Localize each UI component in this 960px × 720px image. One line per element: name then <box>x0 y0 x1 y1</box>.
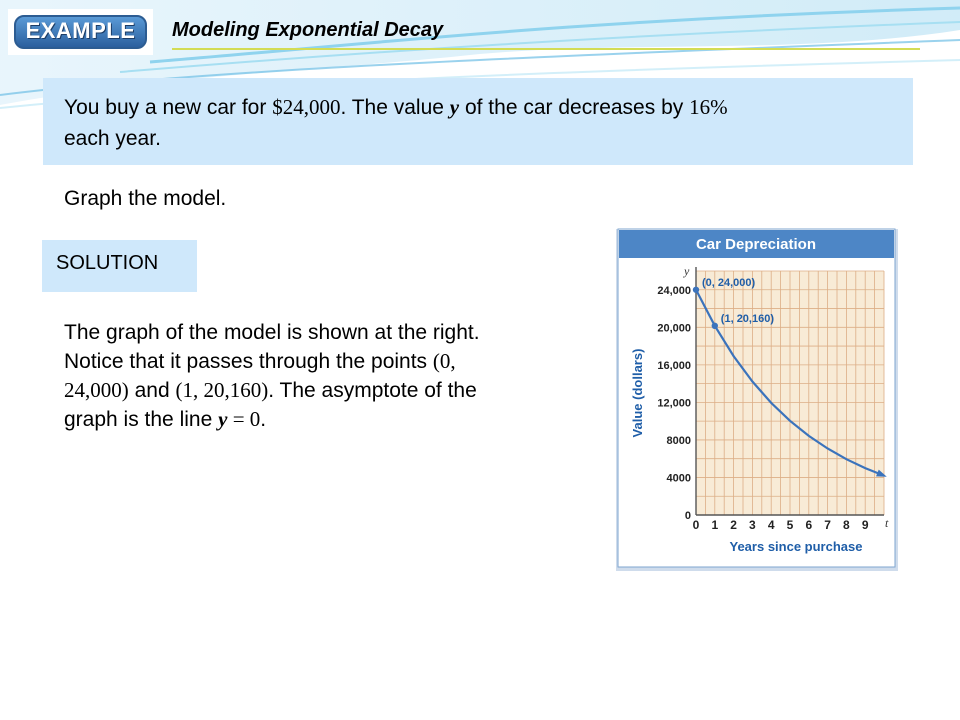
y-tick-labels: 0 4000 8000 12,000 16,000 20,000 24,000 <box>657 285 691 522</box>
problem-text-3: of the car decreases by <box>459 96 690 119</box>
problem-statement: You buy a new car for $24,000. The value… <box>43 78 913 165</box>
x-axis-variable: t <box>885 516 889 530</box>
y-tick-label: 12,000 <box>657 397 691 409</box>
problem-rate: 16% <box>689 95 728 119</box>
y-tick-label: 4000 <box>667 472 691 484</box>
solution-label: SOLUTION <box>42 240 197 292</box>
x-tick-label: 4 <box>768 518 775 532</box>
problem-text-4: each year. <box>64 127 161 150</box>
explanation-text-1: The graph of the model is shown at the r… <box>64 321 480 373</box>
x-tick-label: 8 <box>843 518 850 532</box>
y-tick-label: 24,000 <box>657 285 691 297</box>
x-tick-label: 3 <box>749 518 756 532</box>
data-point <box>711 322 718 330</box>
chart-title-bar <box>619 230 894 258</box>
x-tick-label: 2 <box>730 518 737 532</box>
explanation-text-3: . The asymptote of the graph is the line <box>64 379 477 431</box>
example-badge: EXAMPLE <box>8 9 153 55</box>
title-underline <box>172 48 920 50</box>
step-instruction: Graph the model. <box>64 187 227 210</box>
explanation-eq-y: y <box>218 407 228 431</box>
explanation-point-1: (0, 24,000) <box>64 349 456 402</box>
explanation-text-2: and <box>128 379 176 402</box>
data-point-label: (1, 20,160) <box>721 313 775 325</box>
x-tick-label: 0 <box>693 518 700 532</box>
y-tick-label: 16,000 <box>657 360 691 372</box>
x-tick-label: 5 <box>787 518 794 532</box>
problem-text-2: . The value <box>340 96 450 119</box>
explanation-point-2: (1, 20,160) <box>175 378 269 402</box>
decay-curve <box>695 289 885 477</box>
curve-arrowhead <box>876 469 887 477</box>
chart-gridlines <box>695 270 885 516</box>
y-axis-variable: y <box>683 264 690 278</box>
y-axis-title: Value (dollars) <box>630 349 645 438</box>
y-tick-label: 8000 <box>667 435 691 447</box>
explanation-eq-rest: = 0 <box>227 407 261 431</box>
y-tick-label: 20,000 <box>657 322 691 334</box>
x-tick-label: 7 <box>824 518 831 532</box>
x-tick-label: 9 <box>862 518 869 532</box>
chart-title: Car Depreciation <box>696 236 816 253</box>
labeled-points: (0, 24,000) (1, 20,160) <box>692 277 775 330</box>
page-title: Modeling Exponential Decay <box>172 19 444 41</box>
car-depreciation-chart: Car Depreciation 04000800012,00016,00020… <box>616 228 898 571</box>
x-tick-label: 6 <box>805 518 812 532</box>
x-tick-label: 1 <box>711 518 718 532</box>
problem-price: $24,000 <box>272 95 341 119</box>
solution-explanation: The graph of the model is shown at the r… <box>64 318 504 434</box>
chart-panel: Car Depreciation 0 4000 8000 12,000 16,000 20… <box>612 225 902 575</box>
data-point <box>692 286 700 293</box>
data-point-label: (0, 24,000) <box>702 277 756 289</box>
chart-axes <box>695 267 884 516</box>
y-tick-label: 0 <box>685 510 691 522</box>
problem-var-y: y <box>449 95 460 119</box>
problem-text-1: You buy a new car for <box>64 96 273 119</box>
x-axis-title: Years since purchase <box>730 539 863 554</box>
example-badge-label: EXAMPLE <box>14 15 147 49</box>
explanation-period: . <box>260 408 267 431</box>
